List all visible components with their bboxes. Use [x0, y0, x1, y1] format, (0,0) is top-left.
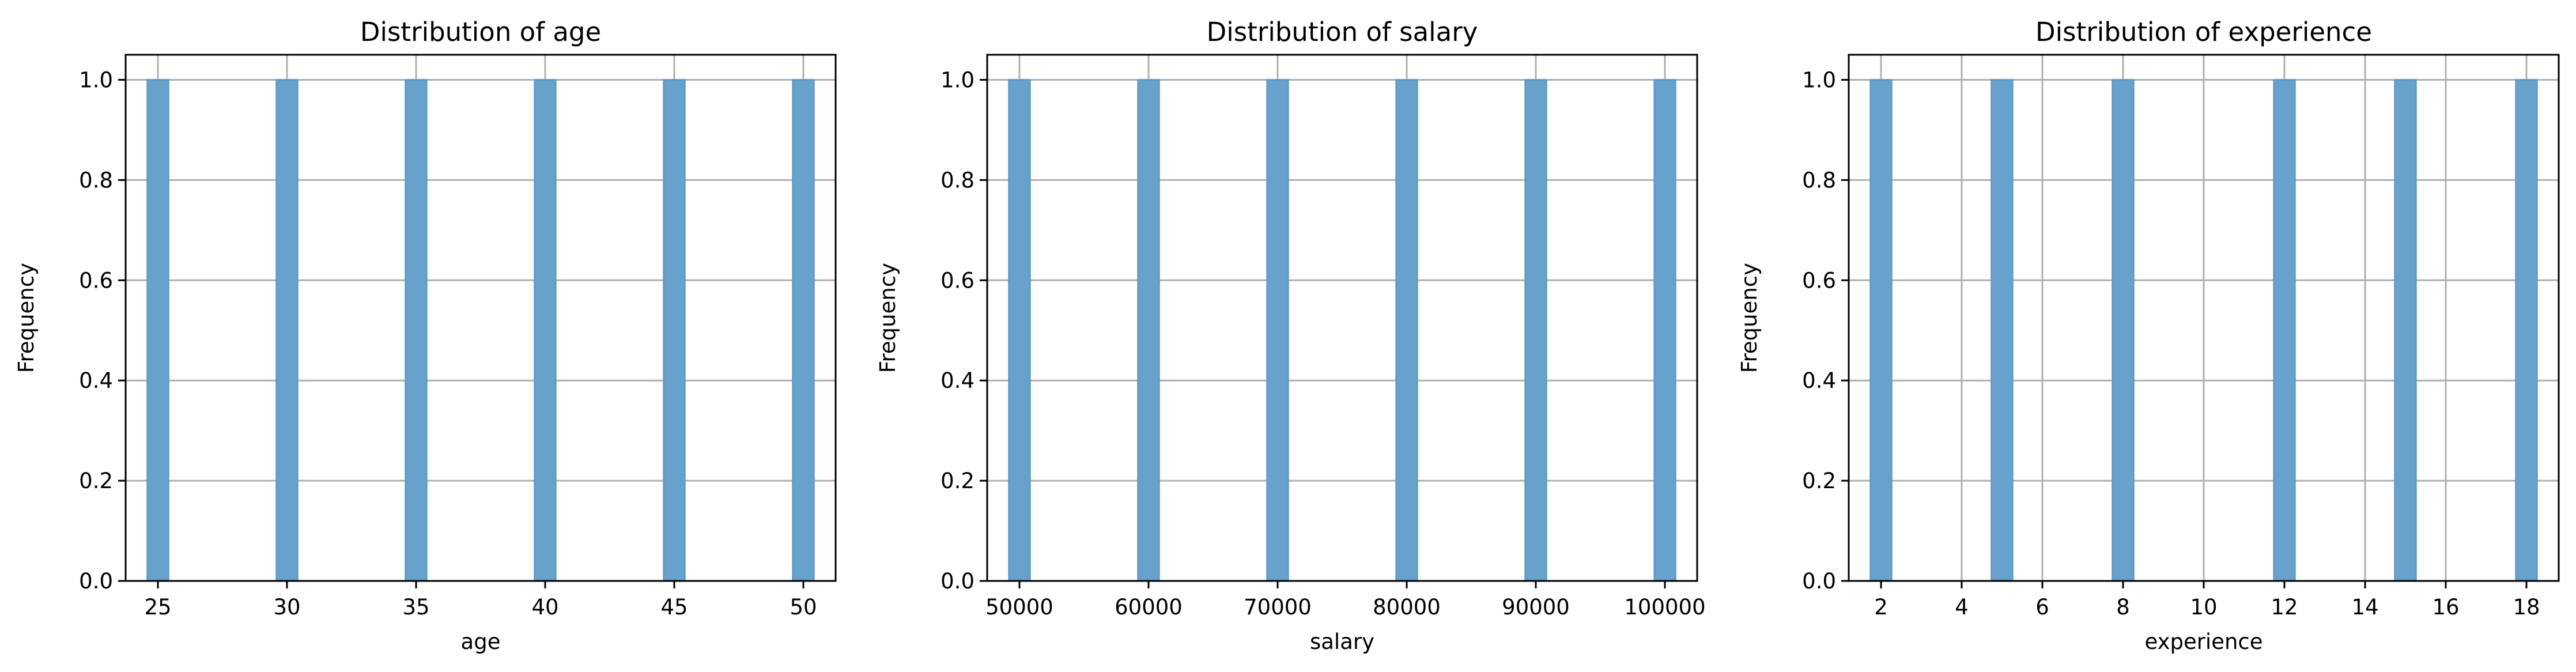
histogram-bar: [2112, 79, 2135, 582]
x-tick-label: 80000: [1373, 595, 1441, 620]
histogram-bar: [1395, 79, 1418, 582]
chart-title: Distribution of age: [360, 17, 601, 47]
bars: [1008, 79, 1676, 582]
histogram-panel-1: 25 30 35 40 45 50 0.0 0.2 0.4 0.6 0.8 1.0 Distributi…: [14, 17, 837, 654]
y-tick-label: 0.0: [1802, 569, 1836, 594]
y-tick-label: 0.2: [79, 469, 113, 493]
histogram-bar: [1524, 79, 1547, 582]
x-tick-label: 35: [402, 595, 429, 620]
x-axis-label: salary: [1310, 629, 1374, 654]
x-tick-label: 50: [790, 595, 817, 620]
histogram-bar: [1008, 79, 1031, 582]
y-tick-label: 0.0: [940, 569, 975, 594]
histogram-bar: [2394, 79, 2417, 582]
histogram-bar: [1990, 79, 2014, 582]
x-tick-label: 2: [1874, 595, 1888, 620]
y-tick-label: 0.6: [940, 268, 975, 293]
y-tick-label: 1.0: [1802, 67, 1836, 92]
y-axis-label: Frequency: [14, 263, 39, 373]
x-tick-label: 18: [2513, 595, 2540, 620]
histogram-bar: [1266, 79, 1289, 582]
x-tick-label: 30: [273, 595, 300, 620]
y-tick-label: 0.4: [940, 368, 975, 393]
histogram-panel-2: 50000 60000 70000 80000 90000 100000 0.0 0.2 0.4…: [875, 17, 1706, 654]
histogram-panel-3: 2 4 6 8 10 12 14 16 18 0.0 0.2 0.4 0.6 0.8 1.0 Distribu…: [1737, 17, 2560, 654]
x-axis-label: experience: [2144, 629, 2263, 654]
y-tick-label: 0.4: [1802, 368, 1836, 393]
x-tick-label: 8: [2116, 595, 2130, 620]
y-tick-label: 1.0: [79, 67, 113, 92]
y-tick-label: 0.8: [940, 168, 975, 192]
grid: [1849, 55, 2559, 582]
y-axis-label: Frequency: [1737, 263, 1762, 373]
x-tick-label: 70000: [1244, 595, 1312, 620]
x-tick-label: 14: [2351, 595, 2378, 620]
y-tick-label: 0.8: [79, 168, 113, 192]
x-tick-label: 16: [2432, 595, 2459, 620]
histogram-bar: [2273, 79, 2296, 582]
histogram-bar: [663, 79, 686, 582]
y-tick-label: 0.6: [1802, 268, 1836, 293]
bars: [1869, 79, 2538, 582]
x-tick-label: 25: [144, 595, 171, 620]
y-tick-label: 0.2: [940, 469, 975, 493]
x-tick-label: 6: [2035, 595, 2049, 620]
y-axis-label: Frequency: [875, 263, 900, 373]
x-tick-label: 90000: [1502, 595, 1570, 620]
histogram-bar: [1653, 79, 1676, 582]
axes-frame: [986, 54, 1698, 582]
bars: [146, 79, 815, 582]
x-tick-label: 40: [531, 595, 558, 620]
grid: [987, 55, 1697, 582]
histogram-bar: [275, 79, 299, 582]
x-axis-label: age: [461, 629, 501, 654]
histogram-bar: [534, 79, 557, 582]
y-tick-label: 1.0: [940, 67, 975, 92]
x-tick-label: 4: [1955, 595, 1969, 620]
histogram-bar: [146, 79, 169, 582]
y-tick-label: 0.0: [79, 569, 113, 594]
chart-title: Distribution of experience: [2035, 17, 2372, 47]
x-tick-label: 60000: [1115, 595, 1183, 620]
histogram-bar: [405, 79, 428, 582]
y-tick-label: 0.4: [79, 368, 113, 393]
x-tick-label: 45: [660, 595, 688, 620]
y-tick-label: 0.8: [1802, 168, 1836, 192]
x-tick-label: 50000: [985, 595, 1053, 620]
chart-title: Distribution of salary: [1207, 17, 1478, 47]
y-tick-label: 0.2: [1802, 469, 1836, 493]
histogram-bar: [1137, 79, 1160, 582]
grid: [126, 55, 836, 582]
histogram-bar: [1869, 79, 1893, 582]
histogram-bar: [792, 79, 815, 582]
axes-frame: [124, 54, 837, 582]
x-tick-label: 12: [2271, 595, 2298, 620]
x-tick-label: 100000: [1624, 595, 1705, 620]
y-tick-label: 0.6: [79, 268, 113, 293]
histogram-bar: [2515, 79, 2538, 582]
x-tick-label: 10: [2190, 595, 2217, 620]
